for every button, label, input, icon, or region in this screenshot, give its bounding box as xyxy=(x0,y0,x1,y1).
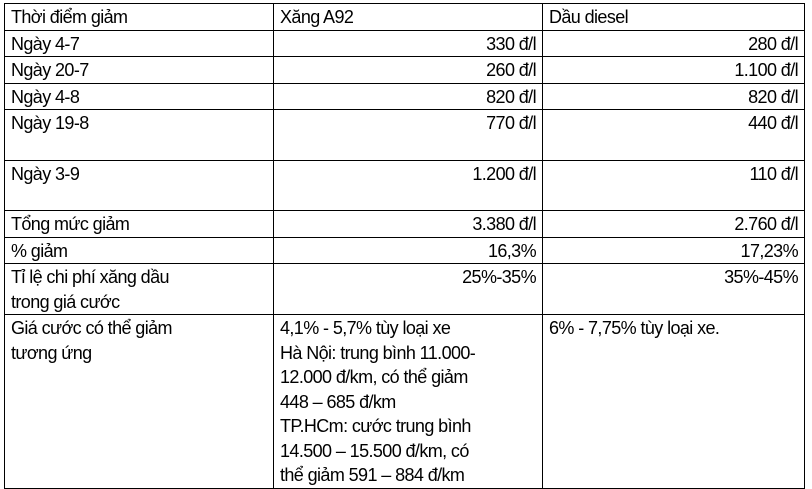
diesel-value: 440 đ/l xyxy=(542,109,805,161)
a92-value: 4,1% - 5,7% tùy loại xe Hà Nội: trung bì… xyxy=(273,314,543,489)
row-label: Ngày 4-7 xyxy=(4,29,274,57)
diesel-value: 1.100 đ/l xyxy=(542,56,805,84)
table-row: Ngày 19-8 770 đ/l 440 đ/l xyxy=(4,109,805,161)
diesel-value: 35%-45% xyxy=(542,263,805,315)
a92-value: 3.380 đ/l xyxy=(273,210,543,238)
table-row: Ngày 3-9 1.200 đ/l 110 đ/l xyxy=(4,160,805,211)
diesel-value: 280 đ/l xyxy=(542,29,805,57)
table-row: Ngày 4-8 820 đ/l 820 đ/l xyxy=(4,82,805,110)
table-row: Giá cước có thể giảm tương ứng 4,1% - 5,… xyxy=(4,314,805,489)
row-label: Ngày 4-8 xyxy=(4,82,274,110)
row-label: Tỉ lệ chi phí xăng dầu trong giá cước xyxy=(4,263,274,315)
a92-value: 330 đ/l xyxy=(273,29,543,57)
diesel-value: 2.760 đ/l xyxy=(542,210,805,238)
row-label: Ngày 19-8 xyxy=(4,109,274,161)
table-row: % giảm 16,3% 17,23% xyxy=(4,236,805,264)
a92-line: 14.500 – 15.500 đ/km, có xyxy=(280,440,469,461)
table-row: Tổng mức giảm 3.380 đ/l 2.760 đ/l xyxy=(4,210,805,238)
a92-line: TP.HCm: cước trung bình xyxy=(280,416,471,436)
a92-line: 12.000 đ/km, có thể giảm xyxy=(280,367,468,387)
diesel-value: 6% - 7,75% tùy loại xe. xyxy=(542,314,805,489)
a92-value: 1.200 đ/l xyxy=(273,160,543,211)
row-label: Giá cước có thể giảm tương ứng xyxy=(4,314,274,489)
table-row: Ngày 20-7 260 đ/l 1.100 đ/l xyxy=(4,56,805,84)
a92-value: 260 đ/l xyxy=(273,56,543,84)
row-label-line: tương ứng xyxy=(11,342,92,363)
row-label-line: Tỉ lệ chi phí xăng dầu xyxy=(11,267,170,287)
row-label-line: trong giá cước xyxy=(11,291,120,312)
a92-value: 25%-35% xyxy=(273,263,543,315)
diesel-value: 110 đ/l xyxy=(542,160,805,211)
row-label: % giảm xyxy=(4,236,274,264)
header-cell: Dầu diesel xyxy=(542,3,805,31)
row-label: Ngày 3-9 xyxy=(4,160,274,211)
a92-line: 4,1% - 5,7% tùy loại xe xyxy=(280,318,451,338)
row-label: Ngày 20-7 xyxy=(4,56,274,84)
a92-value: 16,3% xyxy=(273,236,543,264)
fuel-price-table: Thời điểm giảm Xăng A92 Dầu diesel Ngày … xyxy=(4,3,805,489)
table-row: Ngày 4-7 330 đ/l 280 đ/l xyxy=(4,29,805,57)
a92-value: 820 đ/l xyxy=(273,82,543,110)
header-cell: Thời điểm giảm xyxy=(4,3,274,31)
a92-line: 448 – 685 đ/km xyxy=(280,391,396,412)
diesel-value: 17,23% xyxy=(542,236,805,264)
row-label-line: Giá cước có thể giảm xyxy=(11,318,173,338)
header-cell: Xăng A92 xyxy=(273,3,543,31)
diesel-value: 820 đ/l xyxy=(542,82,805,110)
a92-value: 770 đ/l xyxy=(273,109,543,161)
a92-line: thể giảm 591 – 884 đ/km xyxy=(280,465,465,485)
table-header-row: Thời điểm giảm Xăng A92 Dầu diesel xyxy=(4,3,805,31)
row-label: Tổng mức giảm xyxy=(4,210,274,238)
a92-line: Hà Nội: trung bình 11.000- xyxy=(280,342,476,363)
table-row: Tỉ lệ chi phí xăng dầu trong giá cước 25… xyxy=(4,263,805,315)
